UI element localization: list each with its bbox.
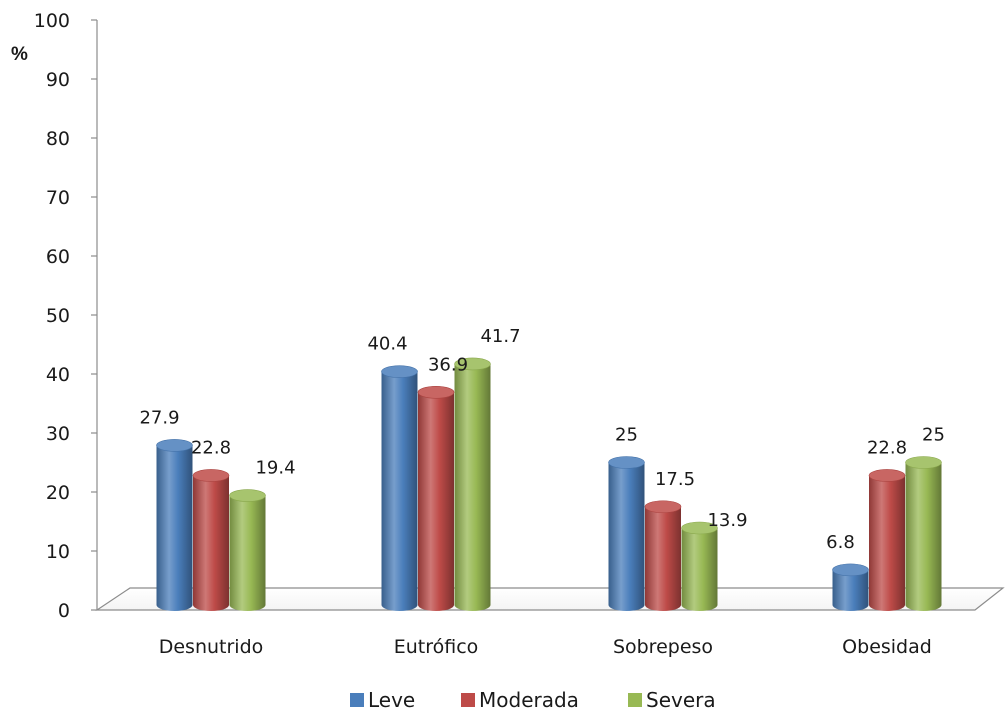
x-category-label: Eutrófico bbox=[394, 636, 479, 658]
bar-moderada-eutrófico bbox=[417, 385, 455, 611]
legend: Leve Moderada Severa bbox=[350, 688, 716, 712]
bar-leve-eutrófico bbox=[381, 365, 418, 611]
bar-top-cap bbox=[192, 469, 230, 482]
bar-body bbox=[608, 462, 645, 611]
chart-floor bbox=[95, 587, 1005, 611]
bar-body bbox=[869, 475, 905, 611]
bar-leve-sobrepeso bbox=[608, 456, 645, 611]
data-label: 41.7 bbox=[480, 326, 520, 347]
bar-body bbox=[454, 363, 491, 611]
bar-leve-obesidad bbox=[832, 563, 869, 611]
y-tick-label: 40 bbox=[46, 364, 70, 386]
x-category-label: Obesidad bbox=[842, 636, 932, 658]
data-label: 13.9 bbox=[707, 510, 747, 531]
bar-body bbox=[681, 527, 718, 611]
x-axis-labels: Desnutrido Eutrófico Sobrepeso Obesidad bbox=[159, 636, 932, 658]
bar-top-cap bbox=[156, 439, 193, 452]
bar-severa-sobrepeso bbox=[681, 521, 718, 611]
legend-swatch bbox=[628, 693, 642, 707]
bar-top-cap bbox=[381, 365, 418, 378]
y-tick-label: 30 bbox=[46, 423, 70, 445]
bar-leve-desnutrido bbox=[156, 439, 193, 611]
y-tick-label: 10 bbox=[46, 541, 70, 563]
legend-swatch bbox=[350, 693, 364, 707]
data-label: 17.5 bbox=[655, 469, 695, 490]
data-label: 6.8 bbox=[826, 532, 855, 553]
y-tick-label: 100 bbox=[34, 10, 70, 32]
y-tick-label: 90 bbox=[46, 69, 70, 91]
bar-body bbox=[418, 392, 454, 611]
bars bbox=[156, 357, 942, 611]
legend-item-severa: Severa bbox=[628, 688, 716, 712]
legend-label: Moderada bbox=[479, 688, 579, 712]
bar-top-cap bbox=[905, 456, 942, 469]
y-tick-label: 80 bbox=[46, 128, 70, 150]
data-label: 25 bbox=[615, 425, 638, 446]
bar-moderada-sobrepeso bbox=[644, 500, 682, 611]
legend-item-leve: Leve bbox=[350, 688, 415, 712]
bar-body bbox=[156, 445, 193, 611]
bar-body bbox=[905, 462, 942, 611]
data-label: 40.4 bbox=[367, 334, 407, 355]
legend-item-moderada: Moderada bbox=[461, 688, 579, 712]
y-tick-label: 50 bbox=[46, 305, 70, 327]
bar-top-cap bbox=[832, 563, 869, 577]
bar-severa-obesidad bbox=[905, 456, 942, 611]
y-tick-label: 20 bbox=[46, 482, 70, 504]
bar-severa-eutrófico bbox=[454, 357, 491, 611]
bar-moderada-obesidad bbox=[868, 469, 906, 611]
bar-body bbox=[645, 506, 681, 611]
data-label: 27.9 bbox=[139, 407, 179, 428]
bar-top-cap bbox=[681, 521, 718, 535]
legend-swatch bbox=[461, 693, 475, 707]
x-category-label: Desnutrido bbox=[159, 636, 264, 658]
bar-severa-desnutrido bbox=[229, 489, 266, 611]
data-labels: 27.9 22.8 19.4 40.4 36.9 41.7 25 17.5 13.9 6.8 22.… bbox=[139, 326, 944, 553]
data-label: 36.9 bbox=[428, 354, 468, 375]
data-label: 19.4 bbox=[255, 458, 295, 479]
data-label: 25 bbox=[922, 425, 945, 446]
y-axis: 0 10 20 30 40 50 60 70 80 90 100% bbox=[11, 10, 98, 622]
bar-body bbox=[832, 569, 869, 611]
x-category-label: Sobrepeso bbox=[613, 636, 713, 658]
bar-body bbox=[229, 495, 266, 611]
data-label: 22.8 bbox=[191, 437, 231, 458]
bar-top-cap bbox=[417, 385, 455, 399]
bar-top-cap bbox=[608, 456, 645, 469]
y-tick-label: 60 bbox=[46, 246, 70, 268]
bar-top-cap bbox=[229, 489, 266, 502]
bar-body bbox=[193, 475, 229, 611]
bar-top-cap bbox=[454, 357, 491, 371]
data-label: 22.8 bbox=[867, 437, 907, 458]
bar-moderada-desnutrido bbox=[192, 469, 230, 611]
bar-body bbox=[381, 371, 418, 611]
chart-floor-plane bbox=[95, 587, 1005, 611]
y-tick-label: 0 bbox=[58, 600, 70, 622]
y-unit-label: % bbox=[11, 44, 28, 65]
legend-label: Leve bbox=[368, 688, 415, 712]
y-tick-label: 70 bbox=[46, 187, 70, 209]
bar-top-cap bbox=[644, 500, 682, 514]
bar-top-cap bbox=[868, 469, 906, 482]
legend-label: Severa bbox=[646, 688, 716, 712]
